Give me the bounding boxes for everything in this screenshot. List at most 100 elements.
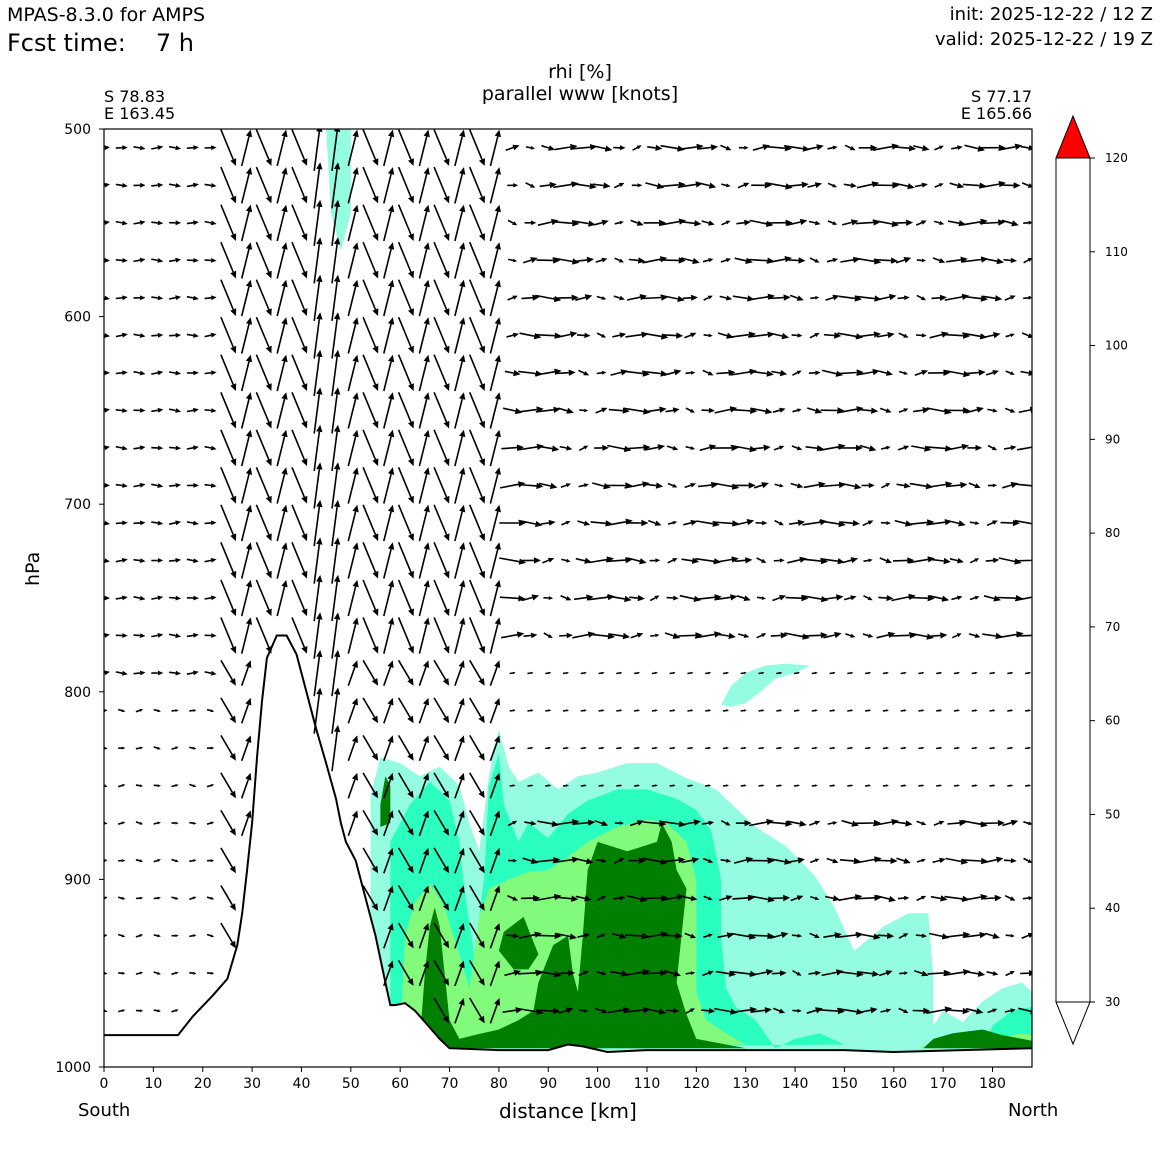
wind-arrow [104,558,110,563]
wind-arrow [898,933,909,939]
wind-arrow [649,558,661,563]
wind-arrow [151,145,164,150]
wind-arrow [383,242,395,279]
wind-arrow [748,331,775,338]
chart-title: rhi [%] parallel www [knots] [480,61,680,105]
wind-arrow [735,820,752,827]
wind-arrow [169,220,182,226]
wind-arrow [454,697,465,724]
wind-arrow [151,483,164,488]
wind-arrow [982,632,1003,640]
wind-arrow [666,445,679,451]
wind-arrow [383,542,395,579]
wind-arrow [171,896,179,900]
wind-arrow [433,617,450,654]
wind-arrow [752,444,771,451]
wind-arrow [433,279,450,316]
wind-arrow [240,242,253,279]
wind-arrow [826,857,839,864]
wind-arrow [454,317,466,354]
wind-arrow [433,772,450,799]
wind-arrow [104,746,108,750]
wind-arrow [104,333,110,338]
wind-arrow [383,923,394,949]
wind-arrow [489,810,501,837]
wind-arrow [819,520,846,528]
wind-arrow [397,504,414,542]
wind-arrow [521,594,540,602]
wind-arrow [734,257,753,264]
wind-arrow [397,697,414,724]
wind-arrow [383,735,394,762]
wind-arrow [468,541,485,579]
x-axis-ticks: 0 10 20 30 40 50 60 70 80 90 100 110 120 130 140 150 160… [100,1067,1006,1092]
wind-arrow [876,631,896,639]
wind-arrow [397,847,414,874]
wind-arrow [705,746,712,750]
wind-arrow [313,649,323,697]
right-direction-label: North [1008,1100,1059,1121]
wind-arrow [433,809,450,836]
wind-arrow [971,671,978,675]
wind-arrow [489,542,501,579]
wind-arrow [418,129,430,167]
wind-arrow [291,129,308,166]
wind-arrow [669,784,676,787]
rh-region-75-102 [419,823,746,1049]
wind-arrow [383,504,395,542]
wind-arrow [331,199,341,247]
wind-arrow [897,445,910,451]
wind-arrow [594,219,609,226]
wind-arrow [383,579,395,617]
wind-arrow [847,784,854,787]
wind-arrow [702,857,714,863]
wind-arrow [169,595,182,601]
wind-arrow [766,256,792,264]
wind-arrow [454,772,465,799]
wind-arrow [509,746,516,750]
wind-arrow [962,182,987,189]
wind-arrow [189,709,197,712]
wind-arrow [313,349,323,397]
wind-arrow [171,971,179,976]
wind-arrow [843,182,857,188]
wind-arrow [595,407,608,414]
wind-arrow [255,354,272,391]
wind-arrow [433,204,450,241]
wind-arrow [104,520,110,526]
wind-arrow [536,1007,561,1015]
wind-arrow [1004,295,1016,301]
wind-arrow [133,333,146,338]
wind-arrow [933,220,945,225]
wind-arrow [169,332,182,338]
wind-arrow [820,558,845,565]
wind-arrow [313,199,323,247]
wind-arrow [553,294,579,301]
wind-arrow [469,922,485,949]
rh-region-40-50 [326,129,351,251]
wind-arrow [133,295,146,301]
wind-arrow [916,333,927,338]
wind-arrow [189,971,197,975]
wind-arrow [418,392,430,429]
wind-arrow [896,482,911,489]
wind-arrow [204,445,217,451]
wind-arrow [204,633,217,638]
wind-arrow [1007,784,1014,787]
wind-arrow [206,859,215,863]
wind-arrow [153,708,161,713]
wind-arrow [773,445,785,451]
wind-arrow [186,333,199,338]
wind-arrow [347,392,359,429]
wind-arrow [418,772,429,799]
wind-arrow [433,922,450,949]
wind-arrow [418,579,430,617]
x-tick-label: 170 [930,1076,957,1092]
wind-arrow [840,256,861,263]
wind-arrow [823,332,842,339]
wind-arrow [347,504,359,542]
wind-arrow [961,894,988,902]
wind-arrow [1023,220,1032,225]
wind-arrow [291,541,308,579]
wind-arrow [255,579,272,617]
